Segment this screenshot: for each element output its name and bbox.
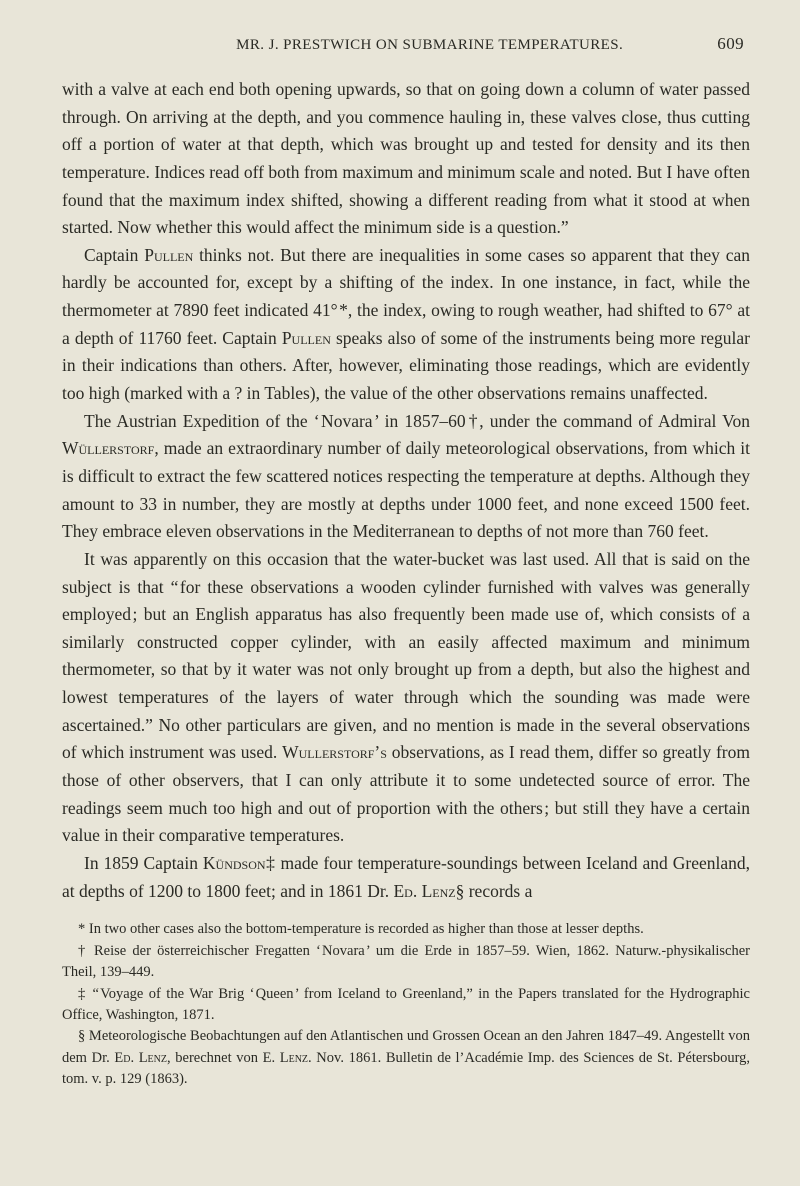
footnote-1: * In two other cases also the bottom-tem… — [62, 919, 750, 940]
footnotes: * In two other cases also the bottom-tem… — [62, 919, 750, 1091]
paragraph-3: The Austrian Expedition of the ‘ Novara … — [62, 408, 750, 546]
body-text: with a valve at each end both opening up… — [62, 76, 750, 905]
footnote-4: § Meteorologische Beobachtungen auf den … — [62, 1026, 750, 1090]
paragraph-2: Captain Pullen thinks not. But there are… — [62, 242, 750, 408]
paragraph-1: with a valve at each end both opening up… — [62, 76, 750, 242]
page-number: 609 — [717, 34, 744, 54]
paragraph-4: It was apparently on this occasion that … — [62, 546, 750, 850]
paragraph-5: In 1859 Captain Kündson‡ made four tempe… — [62, 850, 750, 905]
footnote-3: ‡ “ Voyage of the War Brig ‘ Queen ’ fro… — [62, 984, 750, 1027]
footnote-2: † Reise der österreichischer Fregatten ‘… — [62, 941, 750, 984]
running-header: MR. J. PRESTWICH ON SUBMARINE TEMPERATUR… — [142, 37, 717, 54]
